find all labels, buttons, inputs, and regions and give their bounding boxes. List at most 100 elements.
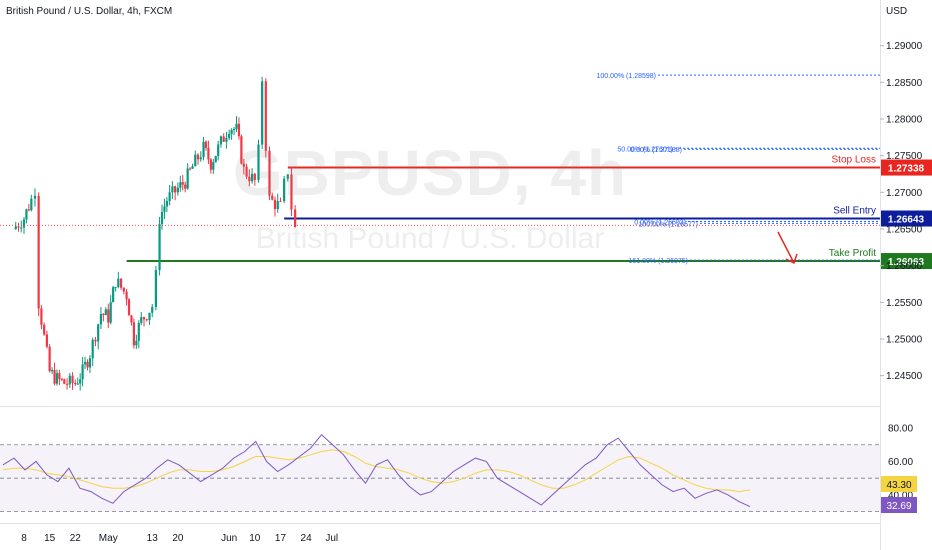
candle-body	[130, 315, 133, 323]
candle-body	[158, 224, 161, 271]
candle-body	[91, 339, 94, 359]
candle-body	[137, 322, 140, 341]
candle-body	[109, 302, 112, 323]
candle-body	[81, 364, 84, 380]
fib-label: 50.00% (1.27601)	[617, 146, 673, 153]
candle-body	[50, 370, 54, 372]
time-tick-label: 22	[70, 533, 82, 544]
time-tick-label: May	[99, 533, 118, 544]
level-price-box	[881, 210, 932, 227]
level-name: Sell Entry	[833, 206, 876, 217]
rsi-tick-label: 40.00	[888, 490, 913, 501]
time-tick-label: 10	[249, 533, 261, 544]
candle-body	[199, 157, 202, 160]
currency-label[interactable]: USD	[886, 6, 908, 17]
candle-body	[250, 173, 254, 182]
candle-body	[242, 163, 245, 167]
candle-body	[135, 340, 138, 346]
candle-body	[181, 182, 184, 185]
candle-body	[119, 278, 123, 288]
candle-body	[276, 201, 279, 210]
candle-body	[114, 287, 117, 289]
candle-body	[33, 195, 37, 199]
candle-body	[202, 141, 205, 158]
candle-body	[228, 133, 231, 138]
candle-body	[264, 81, 267, 151]
candle-body	[196, 154, 200, 160]
time-tick-label: 15	[44, 533, 56, 544]
candle-body	[171, 186, 174, 193]
candle-body	[261, 81, 264, 145]
candle-body	[148, 312, 151, 321]
level-price-label: 1.27338	[888, 164, 925, 175]
level-name: Stop Loss	[832, 155, 876, 166]
candle-body	[257, 144, 260, 180]
candle-body	[83, 361, 87, 365]
price-tick-label: 1.26000	[886, 261, 923, 272]
candle-body	[273, 199, 277, 210]
candle-body	[283, 178, 286, 202]
fib-label: 100.00% (1.28598)	[596, 73, 656, 80]
candle-body	[271, 195, 274, 200]
fib-label: 161.80% (1.26075)	[628, 258, 688, 265]
candle-body	[122, 287, 125, 292]
time-tick-label: 20	[172, 533, 184, 544]
candle-body	[107, 309, 110, 323]
candle-body	[127, 299, 131, 316]
rsi-band-fill	[0, 444, 880, 512]
candle-body	[25, 209, 28, 220]
candle-body	[45, 334, 48, 347]
candle-body	[160, 211, 164, 225]
candle-body	[104, 309, 107, 316]
candlesticks	[0, 76, 880, 391]
candle-body	[68, 375, 71, 385]
candle-body	[184, 184, 187, 189]
candle-body	[194, 154, 197, 167]
candle-body	[60, 378, 63, 380]
candle-body	[294, 209, 297, 228]
candle-body	[142, 317, 146, 320]
candle-body	[230, 130, 233, 134]
candle-body	[286, 174, 289, 179]
candle-body	[214, 155, 217, 163]
chart-grid	[0, 0, 881, 550]
fib-label: 0.00% (1.27588)	[630, 147, 682, 154]
candle-body	[97, 324, 100, 342]
candle-body	[112, 287, 115, 303]
candle-body	[219, 136, 223, 145]
candle-body	[58, 373, 61, 379]
candle-body	[94, 339, 97, 342]
candle-body	[232, 128, 236, 131]
candle-body	[154, 270, 157, 307]
candle-body	[37, 195, 40, 309]
price-tick-label: 1.24500	[886, 371, 923, 382]
candle-body	[163, 206, 166, 212]
price-tick-label: 1.28000	[886, 115, 923, 126]
candle-body	[14, 226, 17, 229]
candle-body	[174, 186, 177, 193]
candle-body	[140, 317, 143, 323]
time-tick-label: Jul	[325, 533, 338, 544]
candle-body	[30, 198, 33, 211]
candle-body	[222, 136, 225, 142]
candle-body	[204, 141, 208, 148]
candle-body	[22, 219, 26, 228]
fibonacci-levels: 100.00% (1.28598) 50.00% (1.27601)0.00% (…	[596, 73, 880, 265]
candle-body	[102, 314, 105, 316]
candle-body	[235, 123, 238, 129]
candle-body	[253, 173, 256, 180]
candle-body	[225, 137, 228, 142]
candle-body	[186, 168, 189, 189]
rsi-value-label: 43.30	[886, 480, 911, 491]
level-price-box	[881, 253, 932, 270]
candle-body	[117, 278, 120, 288]
candle-body	[248, 176, 251, 182]
rsi-tick-label: 60.00	[888, 457, 913, 468]
price-tick-label: 1.27000	[886, 188, 923, 199]
candle-body	[63, 379, 66, 384]
candle-body	[279, 201, 282, 203]
candle-body	[27, 209, 30, 211]
candle-body	[86, 361, 89, 368]
price-axis: 1.29000 1.28500 1.28000 1.27500 1.27000 1.265…	[880, 41, 923, 513]
